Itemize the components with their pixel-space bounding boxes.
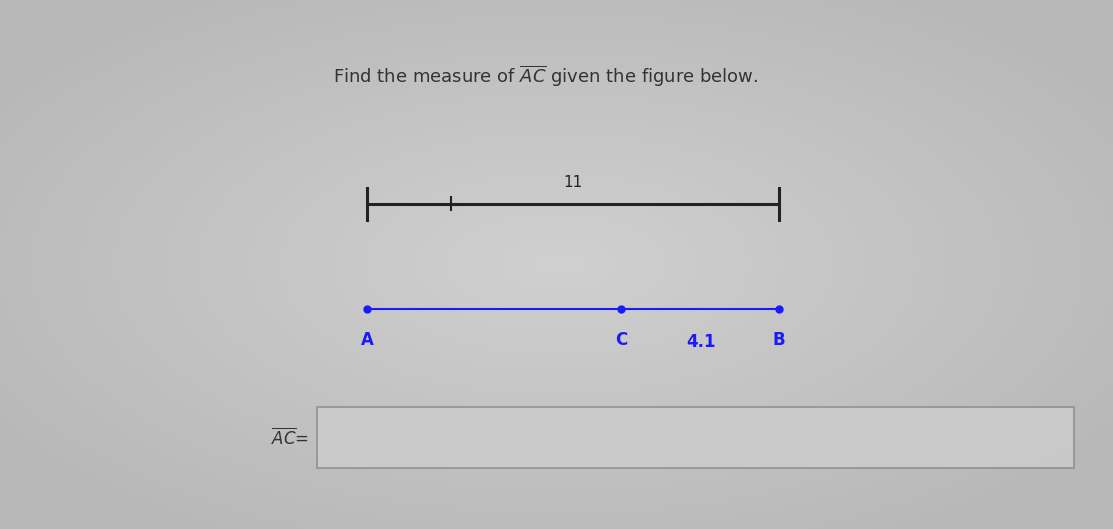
Text: B: B: [772, 331, 786, 349]
Text: 4.1: 4.1: [687, 333, 716, 351]
FancyBboxPatch shape: [317, 407, 1074, 468]
Text: $\overline{AC}$=: $\overline{AC}$=: [272, 427, 309, 449]
Text: Find the measure of $\overline{AC}$ given the figure below.: Find the measure of $\overline{AC}$ give…: [333, 64, 758, 89]
Text: A: A: [361, 331, 374, 349]
Text: C: C: [614, 331, 628, 349]
Text: 11: 11: [563, 176, 583, 190]
